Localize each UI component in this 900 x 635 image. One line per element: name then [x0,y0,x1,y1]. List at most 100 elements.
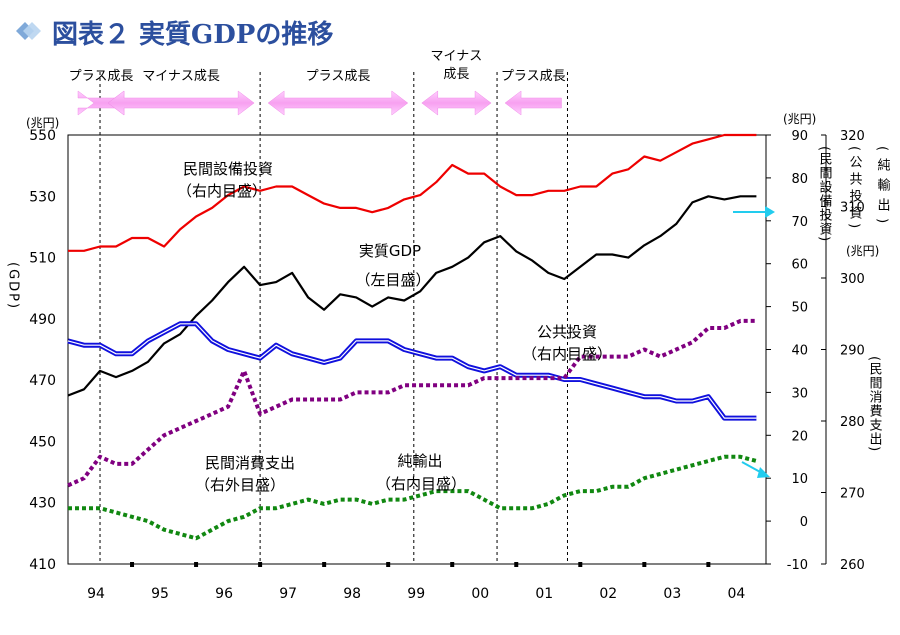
x-tick-95 [130,562,135,567]
left-axis-unit: (兆円) [26,116,59,130]
annotation-capex: 民間設備投資 （右内目盛） [177,160,273,200]
series-line-民間消費支出 [67,318,757,488]
left-tick-label-530: 530 [29,189,56,205]
right-outer-tick-label-280: 280 [840,415,865,430]
right-inner-tick-label-10: 10 [791,472,808,487]
annotation-consumption-axis: （右外目盛） [195,476,285,494]
annotation-consumption-name: 民間消費支出 [205,454,295,472]
right-outer-tick-label-300: 300 [840,272,865,287]
phase-1: マイナス成長 [107,69,255,116]
series-純輸出 [68,454,757,541]
right-inner-tick-label-70: 70 [791,215,808,230]
series-line-純輸出 [68,454,757,541]
phase-label-0: プラス成長 [69,69,134,84]
x-tick-97 [258,562,263,567]
series-民間設備投資 [68,133,757,252]
series-実質GDP [67,195,757,397]
right-outer-tick-label-290: 290 [840,344,865,359]
x-tick-label-02: 02 [599,586,617,602]
right-outer-axis-unit: (兆円) [846,244,879,258]
phase-arrow-1 [107,90,255,116]
annotation-public-name: 公共投資 [537,323,597,341]
left-tick-label-430: 430 [29,496,56,512]
annotation-consumption: 民間消費支出 （右外目盛） [195,454,295,494]
phase-2: プラス成長 [267,69,409,116]
annotation-gdp-axis: （左目盛） [355,271,430,289]
left-axis-label: (GDP) [6,262,21,310]
left-tick-label-490: 490 [29,312,56,328]
x-tick-label-00: 00 [471,586,489,602]
x-tick-00 [450,562,455,567]
series-line-実質GDP [67,195,757,397]
phase-4: プラス成長 [501,69,566,116]
phase-label-3-line2: 成長 [443,67,469,82]
phase-label-2: プラス成長 [306,69,371,84]
right-inner-axis-unit: (兆円) [783,112,816,126]
x-tick-label-98: 98 [343,586,361,602]
right-outer-tick-label-270: 270 [840,487,865,502]
series-line-inner-公共投資 [67,323,757,419]
series-layer [67,133,757,541]
right-inner-tick-label-60: 60 [791,258,808,273]
annotation-capex-axis: （右内目盛） [177,182,267,200]
annotation-netexport-axis: （右内目盛） [376,475,466,493]
title-diamond-inner-icon [23,22,41,40]
x-tick-02 [578,562,583,567]
x-tick-04 [706,562,711,567]
x-tick-label-96: 96 [215,586,233,602]
chart-title: 図表２ 実質GDPの推移 [52,19,333,50]
x-tick-96 [194,562,199,567]
phase-label-1: マイナス成長 [142,69,220,84]
annotation-public-axis: （右内目盛） [522,345,612,363]
x-tick-98 [322,562,327,567]
series-line-民間設備投資 [68,133,757,252]
annotation-gdp-name: 実質GDP [359,242,421,260]
right-inner-tick-label-20: 20 [791,429,808,444]
x-tick-label-04: 04 [727,586,745,602]
right-inner-tick-label-50: 50 [791,301,808,316]
x-tick-label-97: 97 [279,586,297,602]
left-tick-label-410: 410 [29,557,56,573]
right-outer-tick-label-310: 310 [840,201,865,216]
x-tick-label-01: 01 [535,586,553,602]
series-民間消費支出 [67,318,757,488]
phase-arrow-2 [267,90,409,116]
plot-area [67,134,767,565]
x-tick-03 [642,562,647,567]
series-公共投資 [67,321,757,421]
phase-arrow-3 [421,90,492,116]
phase-label-4: プラス成長 [501,69,566,84]
right-axis-label-netexport: (純輸出) [875,146,891,230]
cyan-arrow-right-icon [733,206,775,218]
left-tick-label-470: 470 [29,373,56,389]
chart-title-group: 図表２ 実質GDPの推移 [16,19,333,50]
right-inner-tick-label-80: 80 [791,172,808,187]
phase-label-3-line1: マイナス [431,49,483,64]
annotation-netexport-name: 純輸出 [397,452,442,470]
right-axis-label-capex: (民間設備投資) [817,146,833,242]
x-tick-01 [514,562,519,567]
annotation-capex-name: 民間設備投資 [183,160,273,178]
x-tick-label-03: 03 [663,586,681,602]
x-tick-label-95: 95 [151,586,169,602]
right-axis-label-consumption: (民間消費支出) [867,356,883,452]
phase-3: マイナス成長 [421,49,492,116]
right-outer-tick-label-260: 260 [840,558,865,573]
right-inner-tick-label--10: -10 [787,558,808,573]
right-outer-tick-label-320: 320 [840,129,865,144]
axis-layer: 410430450470490510530550-100102030405060… [29,128,865,602]
left-tick-label-550: 550 [29,128,56,144]
phase-arrow-4 [504,90,562,116]
right-inner-tick-label-40: 40 [791,344,808,359]
right-axis-label-public: (公共投資) [847,146,863,232]
annotation-netexport: 純輸出 （右内目盛） [376,452,466,493]
right-inner-tick-label-90: 90 [791,129,808,144]
annotation-public: 公共投資 （右内目盛） [522,323,612,363]
right-inner-tick-label-0: 0 [800,515,808,530]
x-tick-label-94: 94 [87,586,105,602]
x-tick-label-99: 99 [407,586,425,602]
right-inner-tick-label-30: 30 [791,386,808,401]
